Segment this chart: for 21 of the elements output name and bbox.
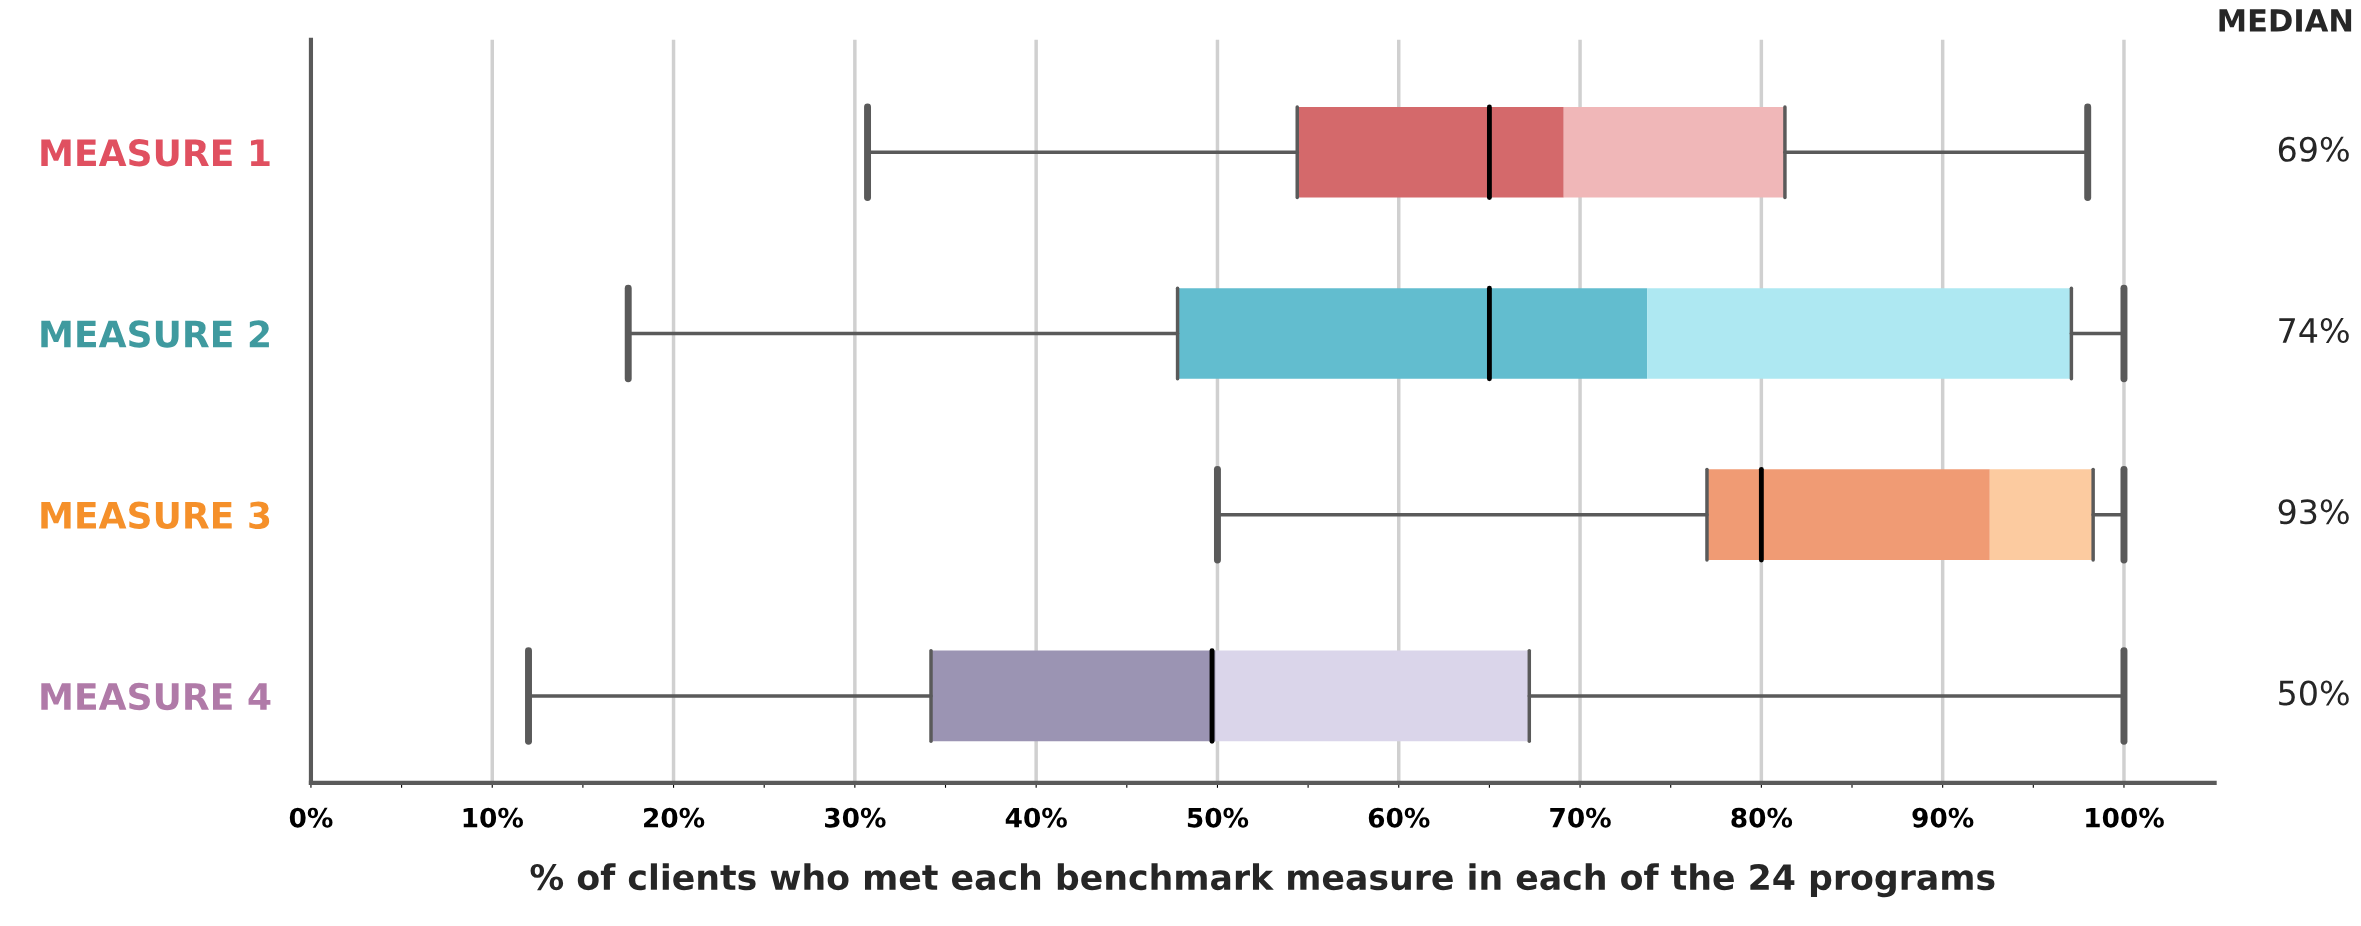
y-tick-label: MEASURE 4 — [41, 682, 271, 711]
x-tick-label: 0% — [289, 807, 333, 828]
x-tick-label: 40% — [1005, 807, 1067, 828]
y-tick-label: MEASURE 3 — [41, 501, 270, 529]
y-tick-label: MEASURE 2 — [41, 320, 269, 348]
text: 93% — [2278, 499, 2349, 525]
x-tick-label: 80% — [1731, 807, 1793, 828]
x-tick-label: 50% — [1187, 807, 1249, 828]
text: 74% — [2279, 317, 2349, 344]
x-tick-label: 90% — [1912, 807, 1974, 828]
x-tick-label: 30% — [825, 807, 886, 828]
text: 69% — [2278, 136, 2349, 162]
text: 50% — [2279, 680, 2349, 706]
x-tick-label: 20% — [644, 807, 705, 828]
text: MEDIAN — [2219, 9, 2352, 32]
x-tick-label: 100% — [2086, 807, 2164, 828]
x-tick-label: 10% — [463, 807, 523, 828]
x-tick-label: 60% — [1368, 807, 1430, 828]
x-axis-title: % of clients who met each benchmark measure in each of the 24 programs — [530, 863, 1995, 898]
y-tick-label: MEASURE 1 — [41, 139, 270, 167]
x-tick-label: 70% — [1550, 807, 1611, 828]
